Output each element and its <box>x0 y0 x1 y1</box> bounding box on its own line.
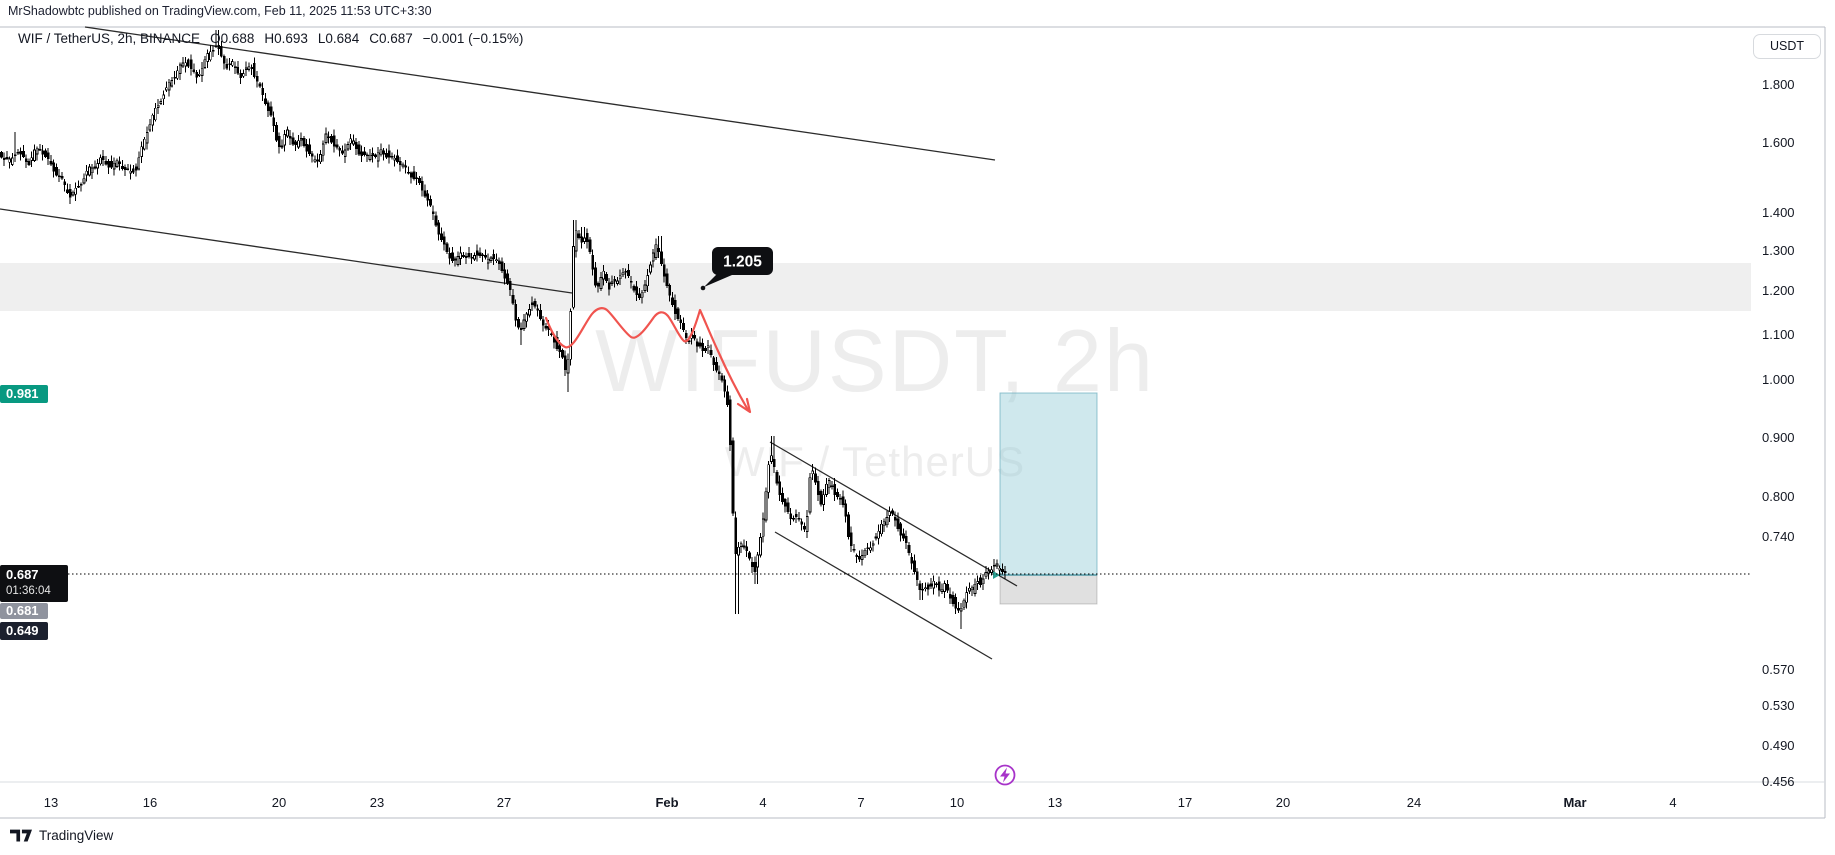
time-tick-label: 16 <box>142 795 158 810</box>
price-tick-label: 0.530 <box>1762 698 1795 713</box>
channel-upper <box>769 441 1018 587</box>
price-axis[interactable]: 1.800 1.600 1.400 1.300 1.200 1.100 1.000 0.900… <box>1752 27 1835 789</box>
last-price-value: 0.687 <box>6 567 39 582</box>
time-tick-label: Feb <box>655 795 679 810</box>
price-tick-label: 1.100 <box>1762 327 1795 342</box>
target-price-badge: 0.981 <box>0 385 48 403</box>
time-tick-label: 23 <box>369 795 385 810</box>
price-tick-label: 0.490 <box>1762 738 1795 753</box>
time-tick-label: 7 <box>857 795 865 810</box>
ohlc-high: H0.693 <box>264 31 308 46</box>
lightning-bolt-icon[interactable] <box>994 764 1016 786</box>
price-tick-label: 1.200 <box>1762 283 1795 298</box>
symbol-title: WIF / TetherUS, 2h, BINANCE <box>18 31 201 46</box>
candlestick-series <box>0 30 1007 629</box>
time-tick-label: Mar <box>1563 795 1587 810</box>
time-tick-label: 13 <box>1047 795 1063 810</box>
price-tick-label: 1.000 <box>1762 372 1795 387</box>
ohlc-close: C0.687 <box>369 31 413 46</box>
attribution-text: MrShadowbtc published on TradingView.com… <box>8 4 432 18</box>
ohlc-low: L0.684 <box>317 31 360 46</box>
time-axis[interactable]: 13 16 20 23 27 Feb 4 7 10 13 17 20 24 Mar 4 <box>0 789 1835 815</box>
time-tick-label: 20 <box>1275 795 1291 810</box>
tradingview-logo-icon <box>10 829 32 841</box>
price-tick-label: 0.456 <box>1762 774 1795 789</box>
tradingview-footer-link[interactable]: TradingView <box>10 828 113 843</box>
price-tick-label: 0.570 <box>1762 662 1795 677</box>
last-price-badge: 0.687 01:36:04 <box>0 565 68 602</box>
brand-name: TradingView <box>39 828 114 843</box>
time-tick-label: 17 <box>1177 795 1193 810</box>
currency-toggle-button[interactable]: USDT <box>1753 34 1821 59</box>
time-tick-label: 27 <box>496 795 512 810</box>
trendline-upper <box>84 26 996 161</box>
entry-price-badge: 0.681 <box>0 603 48 619</box>
price-tick-label: 1.400 <box>1762 205 1795 220</box>
price-tick-label: 0.800 <box>1762 489 1795 504</box>
trendline-lower <box>0 208 573 294</box>
callout-text: 1.205 <box>723 254 762 271</box>
bar-countdown: 01:36:04 <box>6 585 51 597</box>
stop-price-badge: 0.649 <box>0 622 48 640</box>
time-tick-label: 13 <box>43 795 59 810</box>
price-tick-label: 0.900 <box>1762 430 1795 445</box>
price-tick-label: 1.300 <box>1762 243 1795 258</box>
price-tick-label: 1.800 <box>1762 77 1795 92</box>
chart-frame <box>0 26 1826 819</box>
time-tick-label: 4 <box>759 795 767 810</box>
price-tick-label: 1.600 <box>1762 135 1795 150</box>
price-callout-label[interactable]: 1.205 <box>700 247 773 291</box>
channel-lower <box>774 531 993 660</box>
chart-drawing-layer <box>0 26 1751 660</box>
time-tick-label: 24 <box>1406 795 1422 810</box>
chart-legend[interactable]: WIF / TetherUS, 2h, BINANCE O0.688 H0.69… <box>18 31 523 46</box>
time-tick-label: 4 <box>1669 795 1677 810</box>
price-tick-label: 0.740 <box>1762 529 1795 544</box>
ohlc-open: O0.688 <box>210 31 255 46</box>
time-tick-label: 20 <box>271 795 287 810</box>
ohlc-change: −0.001 (−0.15%) <box>422 31 524 46</box>
time-tick-label: 10 <box>949 795 965 810</box>
